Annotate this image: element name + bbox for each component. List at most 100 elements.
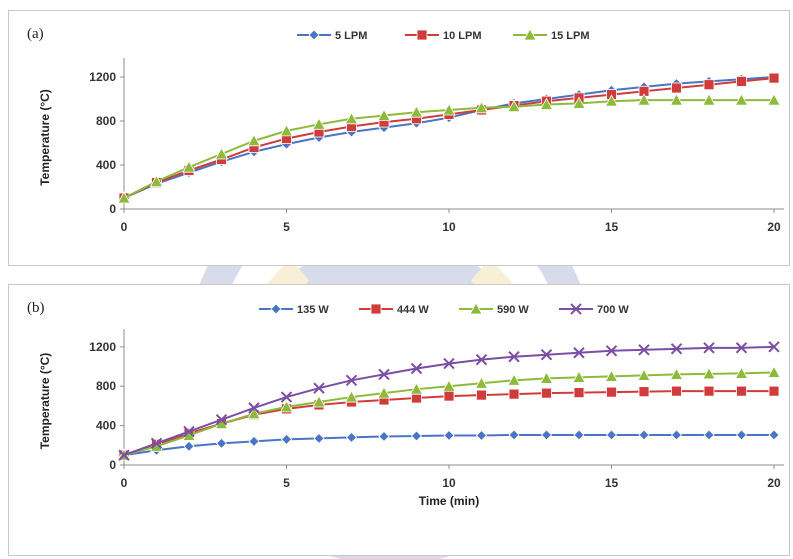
data-point	[247, 133, 261, 147]
data-point	[507, 99, 521, 113]
y-tick-label: 800	[96, 114, 116, 128]
data-point	[669, 93, 684, 106]
data-point	[638, 344, 650, 356]
data-point	[215, 437, 228, 449]
chart-a-svg: (a) 0 400 800 1200 0 5 10 15 20 Temperature (°C) 5 …	[27, 26, 784, 234]
data-point	[670, 429, 683, 441]
data-point	[671, 385, 682, 397]
data-point	[409, 105, 424, 118]
data-point	[604, 94, 619, 107]
data-point	[669, 367, 684, 380]
legend-marker	[523, 28, 537, 41]
legend: 135 W 444 W 590 W 700 W	[259, 302, 629, 316]
data-point	[410, 430, 423, 442]
legend-marker	[570, 303, 582, 315]
y-tick-label: 400	[96, 419, 116, 433]
data-point	[605, 345, 618, 357]
data-point	[247, 406, 261, 420]
series-10-lpm	[118, 72, 780, 204]
data-point	[313, 432, 325, 444]
data-point	[474, 376, 489, 389]
x-axis-label: Time (min)	[419, 494, 479, 508]
data-point	[703, 79, 715, 91]
data-point	[734, 366, 749, 379]
chart-panel-b: (b) 0 400 800 1200 0 5 10 15 20 Temperature (°C) Ti…	[8, 284, 790, 556]
data-point	[735, 429, 748, 441]
data-point	[117, 191, 131, 204]
data-point	[637, 368, 651, 381]
data-point	[541, 387, 552, 399]
data-point	[736, 385, 747, 397]
x-tick-label: 5	[283, 220, 290, 234]
legend-entry: 700 W	[597, 304, 629, 316]
data-point	[214, 147, 229, 160]
data-point	[507, 373, 521, 386]
legend-marker	[370, 303, 382, 315]
y-tick-label: 1200	[89, 340, 116, 354]
data-point	[475, 429, 488, 442]
x-tick-label: 5	[283, 476, 290, 490]
data-point	[768, 429, 780, 441]
legend-entry: 5 LPM	[335, 30, 367, 42]
data-point	[735, 342, 748, 354]
data-point	[702, 367, 716, 380]
legend-marker	[416, 29, 428, 41]
data-point	[703, 342, 715, 354]
data-point	[345, 431, 358, 443]
data-point	[573, 347, 585, 359]
x-tick-label: 15	[605, 220, 619, 234]
series-590-w	[117, 365, 781, 461]
data-point	[182, 160, 196, 173]
series-135-w	[118, 429, 780, 461]
data-point	[345, 374, 358, 387]
data-point	[248, 435, 260, 447]
data-point	[378, 368, 390, 381]
data-point	[443, 429, 455, 442]
chart-b-svg: (b) 0 400 800 1200 0 5 10 15 20 Temperature (°C) Ti…	[27, 300, 784, 508]
data-point	[605, 429, 618, 441]
data-point	[703, 385, 715, 397]
panel-label: (b)	[27, 300, 45, 316]
y-tick-label: 1200	[89, 70, 116, 84]
data-point	[540, 429, 553, 441]
x-tick-label: 20	[767, 476, 781, 490]
data-point	[442, 103, 456, 116]
data-point	[606, 386, 617, 398]
data-point	[474, 100, 489, 114]
data-point	[215, 414, 228, 426]
data-point	[572, 96, 586, 109]
series-15-lpm	[117, 93, 781, 204]
data-point	[637, 93, 651, 106]
y-axis-label: Temperature (°C)	[38, 353, 52, 450]
data-point	[476, 389, 487, 401]
data-point	[508, 350, 520, 363]
data-point	[508, 429, 520, 441]
x-tick-label: 10	[442, 220, 456, 234]
legend-marker	[270, 303, 282, 315]
data-point	[734, 93, 749, 106]
data-point	[671, 82, 682, 94]
data-point	[703, 429, 715, 441]
legend: 5 LPM 10 LPM 15 LPM	[297, 28, 590, 42]
data-point	[443, 357, 455, 370]
data-point	[736, 76, 747, 87]
data-point	[442, 379, 456, 392]
data-point	[604, 369, 619, 382]
x-tick-label: 0	[121, 220, 128, 234]
data-point	[118, 449, 130, 461]
data-point	[279, 400, 294, 413]
legend-entry: 15 LPM	[551, 30, 590, 42]
legend-marker	[469, 302, 483, 315]
data-point	[508, 388, 520, 400]
legend-marker	[308, 29, 320, 41]
data-point	[767, 365, 781, 378]
data-point	[313, 382, 325, 394]
series-700-w	[118, 341, 780, 461]
data-point	[638, 429, 650, 441]
data-point	[768, 72, 780, 84]
legend-entry: 590 W	[497, 304, 529, 316]
x-tick-label: 15	[605, 476, 619, 490]
data-point	[540, 349, 553, 361]
y-tick-label: 0	[109, 202, 116, 216]
data-point	[378, 430, 390, 443]
